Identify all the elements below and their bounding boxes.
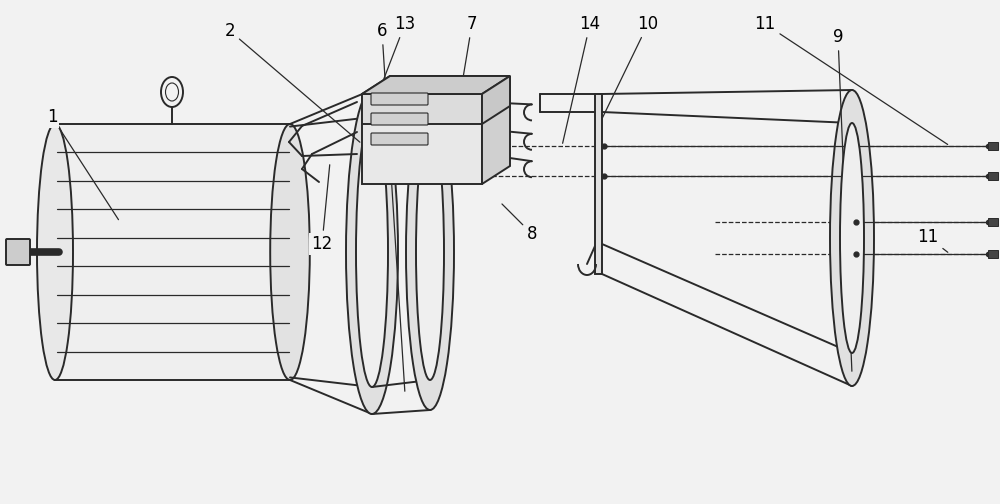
- Ellipse shape: [346, 90, 398, 414]
- Text: 11: 11: [917, 228, 948, 253]
- Ellipse shape: [406, 94, 454, 410]
- Polygon shape: [362, 76, 510, 94]
- Ellipse shape: [356, 117, 388, 387]
- Text: 9: 9: [833, 28, 852, 371]
- FancyBboxPatch shape: [371, 113, 428, 125]
- Bar: [988, 218, 998, 226]
- Ellipse shape: [161, 77, 183, 107]
- Ellipse shape: [37, 124, 73, 380]
- Ellipse shape: [166, 83, 178, 101]
- Text: 10: 10: [598, 15, 659, 127]
- FancyBboxPatch shape: [371, 93, 428, 105]
- Bar: [55, 124, 290, 380]
- Text: 14: 14: [563, 15, 601, 143]
- Ellipse shape: [840, 123, 864, 353]
- Text: 7: 7: [460, 15, 477, 93]
- Bar: [988, 142, 998, 150]
- Text: 12: 12: [311, 165, 333, 253]
- Text: 8: 8: [502, 204, 537, 243]
- Ellipse shape: [270, 124, 310, 380]
- Ellipse shape: [416, 124, 444, 380]
- Polygon shape: [362, 94, 482, 184]
- Text: 1: 1: [47, 108, 118, 220]
- FancyBboxPatch shape: [371, 133, 428, 145]
- FancyBboxPatch shape: [6, 239, 30, 265]
- Text: 13: 13: [379, 15, 416, 91]
- Polygon shape: [482, 76, 510, 184]
- Text: 6: 6: [377, 22, 405, 391]
- Text: 2: 2: [225, 22, 360, 142]
- Bar: [988, 172, 998, 180]
- Ellipse shape: [830, 90, 874, 386]
- Polygon shape: [362, 76, 510, 94]
- Polygon shape: [482, 76, 510, 124]
- Bar: [595, 94, 602, 274]
- Text: 11: 11: [754, 15, 948, 145]
- Polygon shape: [362, 94, 482, 124]
- Bar: [988, 250, 998, 258]
